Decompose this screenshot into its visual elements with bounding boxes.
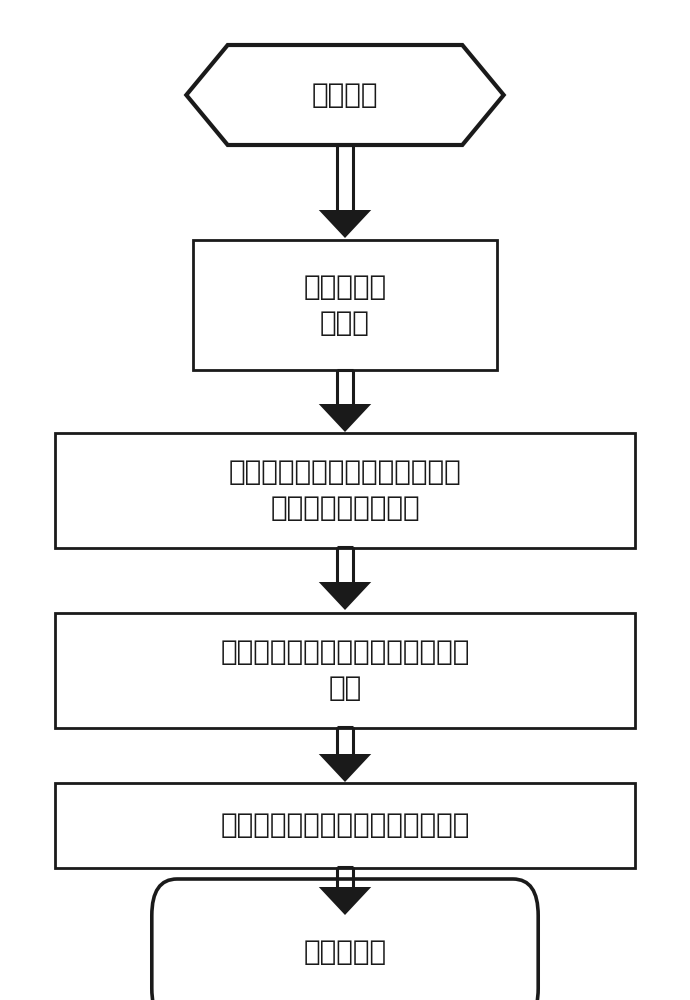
FancyBboxPatch shape (193, 240, 497, 370)
Polygon shape (319, 210, 371, 238)
Polygon shape (319, 754, 371, 782)
FancyBboxPatch shape (152, 879, 538, 1000)
Text: 各向异性背
景抑制: 各向异性背 景抑制 (304, 273, 386, 337)
FancyBboxPatch shape (55, 782, 635, 868)
Text: 获取多帧图像运动邻域内的能量极
大值: 获取多帧图像运动邻域内的能量极 大值 (220, 638, 470, 702)
Text: 输出目标点: 输出目标点 (304, 938, 386, 966)
Text: 采用恒虚警假设检测验法分割目标: 采用恒虚警假设检测验法分割目标 (220, 811, 470, 839)
FancyBboxPatch shape (55, 612, 635, 728)
FancyBboxPatch shape (55, 432, 635, 548)
Polygon shape (186, 45, 504, 145)
Polygon shape (319, 404, 371, 432)
Polygon shape (319, 582, 371, 610)
Polygon shape (319, 887, 371, 915)
Text: 结合邻域内目标多帧运动特性，
采用高阶累积增强法: 结合邻域内目标多帧运动特性， 采用高阶累积增强法 (228, 458, 462, 522)
Text: 图像输入: 图像输入 (312, 81, 378, 109)
